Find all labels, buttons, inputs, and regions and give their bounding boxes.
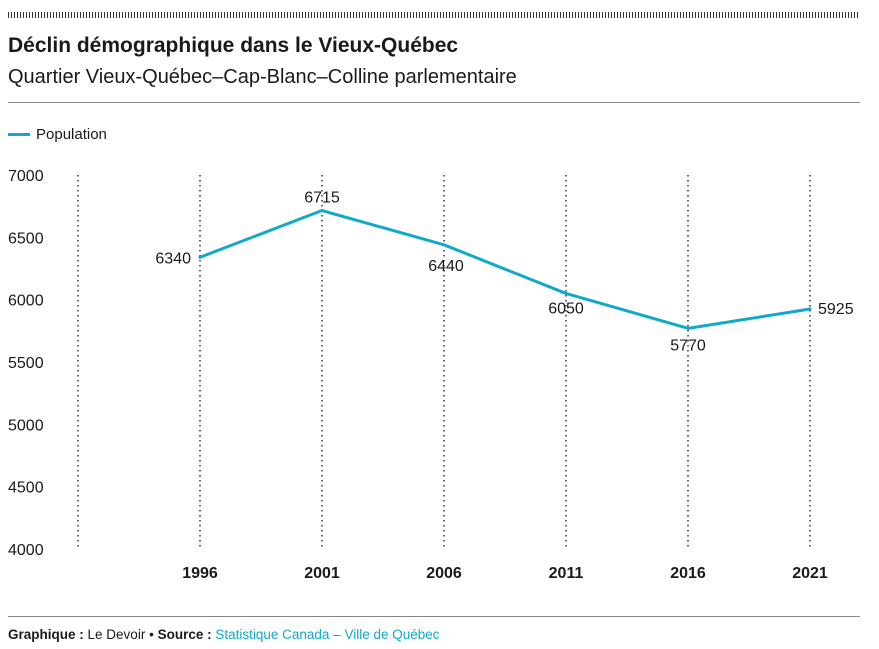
x-tick-label: 1996 [182, 565, 218, 582]
y-tick-label: 5500 [8, 355, 44, 372]
chart-title: Déclin démographique dans le Vieux-Québe… [8, 34, 459, 57]
source-label: Source : [157, 627, 212, 642]
header-divider [8, 102, 860, 103]
data-point [320, 209, 324, 213]
y-tick-label: 4500 [8, 480, 44, 497]
data-label: 6050 [548, 300, 584, 317]
x-tick-label: 2021 [792, 565, 828, 582]
x-tick-label: 2001 [304, 565, 340, 582]
y-tick-label: 5000 [8, 417, 44, 434]
credit-value: Le Devoir [87, 627, 146, 642]
credit-label: Graphique : [8, 627, 84, 642]
data-label: 6440 [428, 258, 464, 275]
data-label: 6340 [155, 250, 191, 267]
x-tick-label: 2011 [549, 565, 584, 582]
data-label: 5925 [818, 301, 854, 318]
data-label: 6715 [304, 190, 340, 207]
data-point [808, 307, 812, 311]
y-tick-label: 7000 [8, 168, 44, 185]
data-point [564, 291, 568, 295]
footer: Graphique : Le Devoir • Source : Statist… [8, 627, 440, 642]
top-dotted-rule [8, 12, 860, 18]
x-tick-label: 2016 [670, 565, 706, 582]
data-label: 5770 [670, 337, 706, 354]
legend: Population [8, 126, 107, 143]
data-point [442, 243, 446, 247]
x-tick-label: 2006 [426, 565, 462, 582]
data-point [686, 326, 690, 330]
y-tick-label: 6000 [8, 293, 44, 310]
footer-separator: • [149, 627, 154, 642]
legend-swatch [8, 133, 30, 136]
footer-divider [8, 616, 860, 617]
legend-label: Population [36, 126, 107, 143]
y-tick-label: 4000 [8, 542, 44, 559]
series-line-population [198, 209, 812, 330]
data-point [198, 255, 202, 259]
source-link[interactable]: Statistique Canada – Ville de Québec [215, 627, 440, 642]
chart-subtitle: Quartier Vieux-Québec–Cap-Blanc–Colline … [8, 66, 517, 88]
y-tick-label: 6500 [8, 230, 44, 247]
